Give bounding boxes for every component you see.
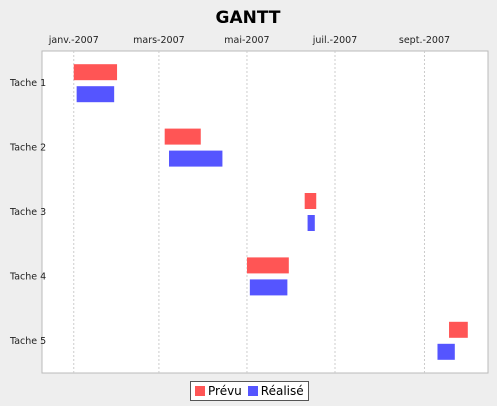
legend-label-realise: Réalisé xyxy=(260,384,304,398)
x-tick-label: mai-2007 xyxy=(224,35,269,46)
category-label: Tache 5 xyxy=(9,336,46,347)
task-bar xyxy=(437,343,455,360)
chart-title: GANTT xyxy=(216,8,281,28)
plot-area xyxy=(41,50,489,374)
task-bar xyxy=(249,279,288,296)
task-bar xyxy=(73,64,118,81)
legend-label-prevu: Prévu xyxy=(208,384,242,398)
task-bar xyxy=(246,257,289,274)
category-label: Tache 4 xyxy=(9,271,46,282)
legend-swatch-realise xyxy=(247,386,258,396)
x-tick-label: juil.-2007 xyxy=(312,35,358,46)
category-axis: Tache 1 Tache 2 Tache 3 Tache 4 Tache 5 xyxy=(9,78,46,347)
category-label: Tache 1 xyxy=(9,78,46,89)
category-label: Tache 3 xyxy=(9,207,46,218)
task-bar xyxy=(449,321,468,338)
task-bar xyxy=(76,86,115,103)
task-bar xyxy=(164,128,201,145)
x-axis-ticks: janv.-2007 mars-2007 mai-2007 juil.-2007 sep… xyxy=(48,35,450,46)
task-bar xyxy=(307,215,315,231)
legend-item-prevu: Prévu xyxy=(195,384,242,398)
task-bar xyxy=(169,150,223,167)
legend: Prévu Réalisé xyxy=(190,381,309,401)
x-tick-label: janv.-2007 xyxy=(48,35,99,46)
legend-swatch-prevu xyxy=(195,386,205,396)
category-label: Tache 2 xyxy=(9,143,46,154)
task-bar xyxy=(304,193,317,209)
task-bars xyxy=(73,64,468,360)
grid-lines xyxy=(73,51,425,373)
legend-item-realise: Réalisé xyxy=(247,384,304,398)
x-tick-label: mars-2007 xyxy=(133,35,185,46)
x-tick-label: sept.-2007 xyxy=(399,35,450,46)
